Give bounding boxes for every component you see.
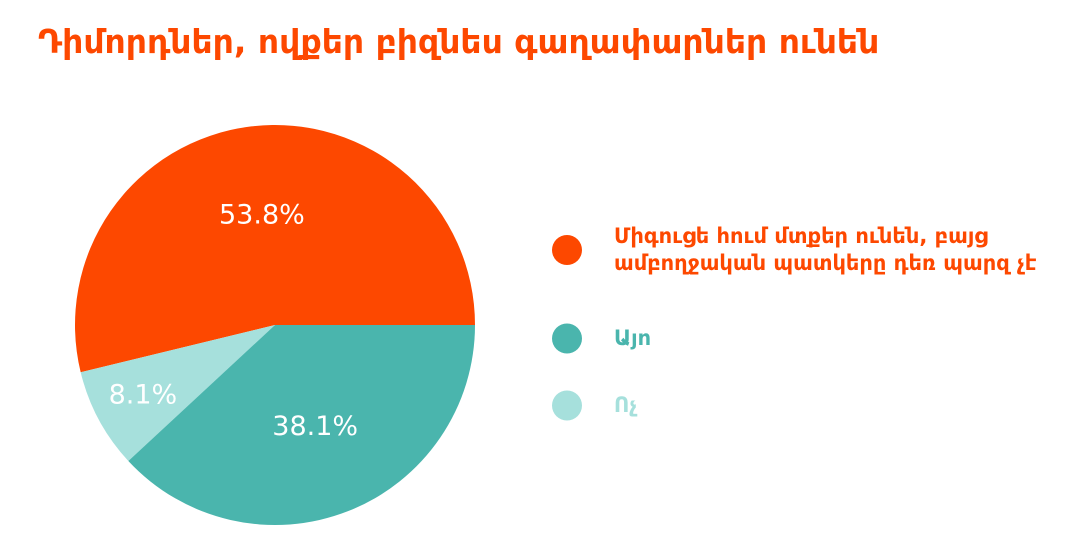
pie-slice [128,325,475,525]
pie-slice [80,325,276,461]
legend-marker [552,323,582,354]
legend-marker [552,235,582,265]
data-label: 38.1% [272,411,358,442]
legend-label: Ոչ [614,393,638,417]
data-label: 8.1% [109,380,178,411]
legend-label: Միգուցե հում մտքեր ունեն, բայց ամբողջակա… [614,224,1037,275]
pie-slice [74,125,475,373]
data-label: 53.8% [219,199,305,230]
legend-marker [552,390,582,421]
legend-label: Այո [614,326,652,350]
chart-title: Դիմորդներ, ովքեր բիզնես գաղափարներ ունեն [38,22,880,61]
